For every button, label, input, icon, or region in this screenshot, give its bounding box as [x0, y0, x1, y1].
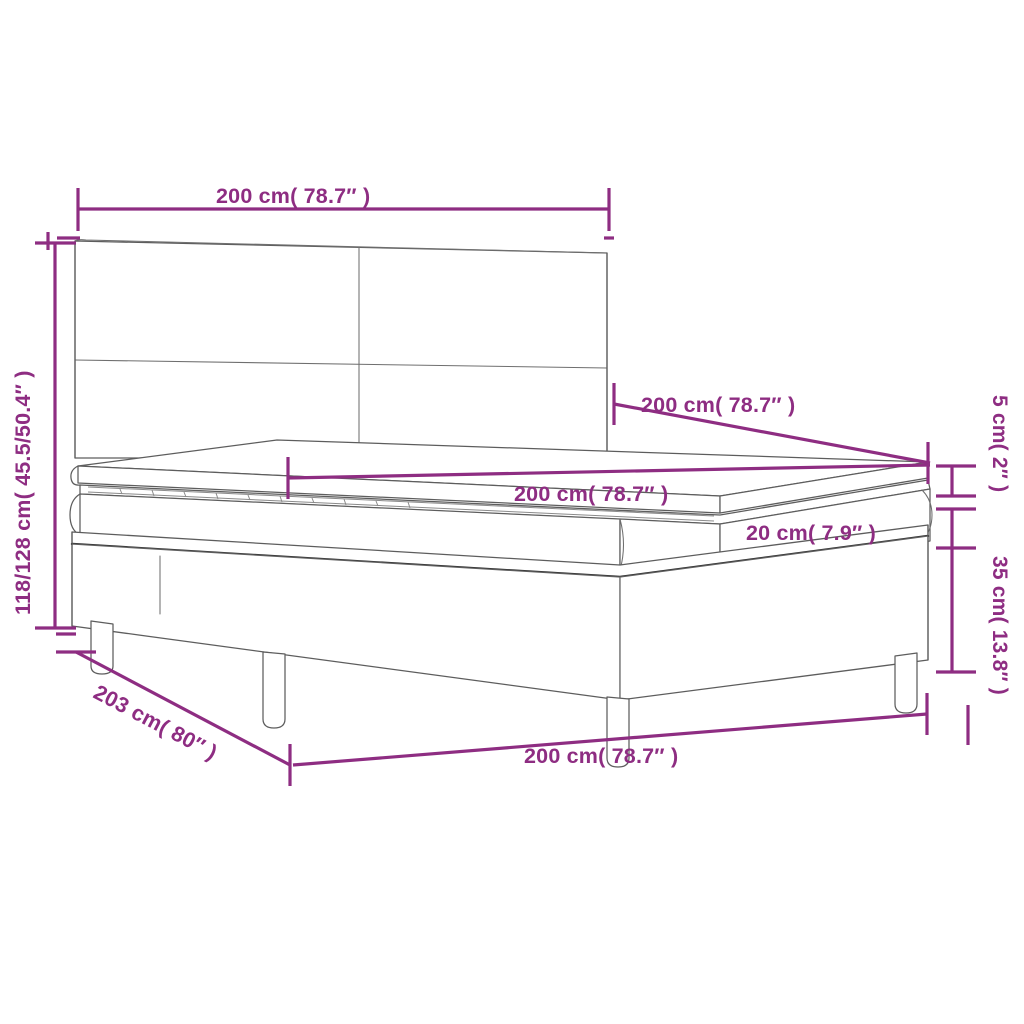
- dimension-topper-thickness: 5 cm( 2″ ): [936, 395, 1011, 498]
- dimension-label-headboard-width: 200 cm( 78.7″ ): [216, 184, 370, 208]
- dimension-base-width: 200 cm( 78.7″ ): [292, 693, 929, 768]
- dimension-total-height: 118/128 cm( 45.5/50.4″ ): [11, 232, 76, 630]
- dimension-label-mattress-depth: 200 cm( 78.7″ ): [641, 393, 795, 417]
- dimension-label-mattress-width: 200 cm( 78.7″ ): [514, 482, 668, 506]
- headboard-panel-face: [74, 240, 608, 459]
- headboard-top-edge: [74, 239, 608, 254]
- topper-left-rounded-corner: [70, 465, 81, 486]
- dimension-base-height: 35 cm( 13.8″ ): [936, 507, 1011, 745]
- dimension-label-total-height: 118/128 cm( 45.5/50.4″ ): [11, 370, 35, 615]
- dimension-mattress-depth: 200 cm( 78.7″ ): [612, 383, 931, 484]
- dimension-label-base-height: 35 cm( 13.8″ ): [988, 556, 1011, 695]
- dimension-headboard-width: 200 cm( 78.7″ ): [57, 184, 614, 240]
- legs-group: [90, 620, 918, 768]
- base-box-group: [70, 524, 930, 701]
- dimension-mattress-thickness: 20 cm( 7.9″ ): [746, 521, 876, 545]
- leg-rear-right: [894, 652, 918, 714]
- mattress-left-rounded-corner: [69, 493, 81, 536]
- dimension-label-mattress-thickness: 20 cm( 7.9″ ): [746, 521, 876, 545]
- dimension-label-topper-thickness: 5 cm( 2″ ): [988, 395, 1011, 492]
- leg-front-left: [262, 651, 286, 729]
- topper-group: [70, 439, 929, 514]
- headboard-horizontal-divider: [74, 359, 608, 369]
- mattress-stitching: [87, 486, 715, 522]
- leg-front-center: [606, 696, 630, 768]
- headboard-group: [74, 239, 608, 459]
- dimension-mattress-width: 200 cm( 78.7″ ): [286, 457, 931, 506]
- leg-rear-left: [90, 620, 114, 675]
- dimension-label-base-width: 200 cm( 78.7″ ): [524, 744, 678, 768]
